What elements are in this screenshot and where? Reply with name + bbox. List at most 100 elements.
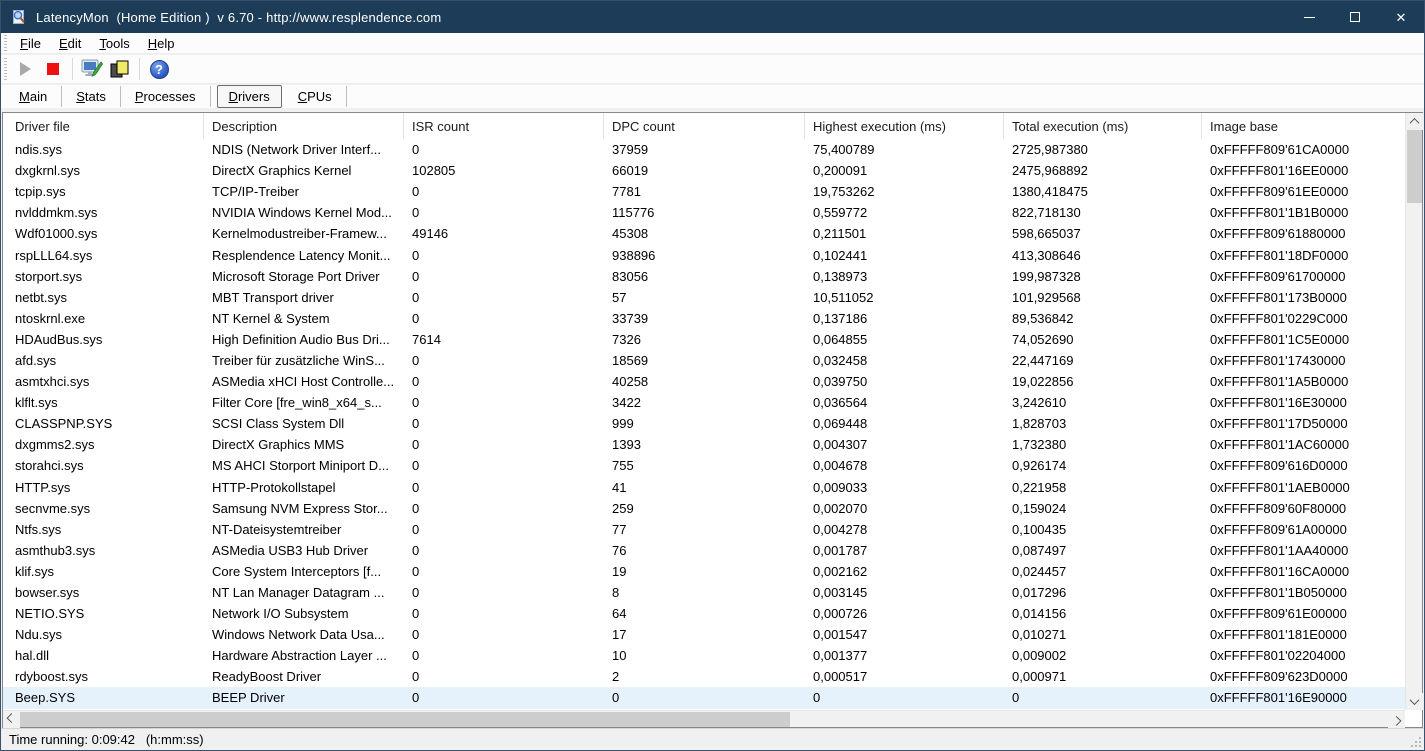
time-running-label: Time running: 0:09:42 (h:mm:ss) — [9, 732, 204, 747]
tab-separator — [61, 86, 63, 107]
table-row[interactable]: secnvme.sys Samsung NVM Express Stor... 0 2… — [3, 498, 1405, 519]
table-cell-total: 74,052690 — [1012, 331, 1074, 347]
table-row[interactable]: afd.sys Treiber für zusätzliche WinS... 0 1… — [3, 350, 1405, 371]
menu-edit[interactable]: Edit — [58, 35, 82, 51]
tab-drivers[interactable]: Drivers — [216, 85, 282, 108]
table-row[interactable]: Ndu.sys Windows Network Data Usa... 0 17 0,0… — [3, 624, 1405, 645]
scroll-left-button[interactable] — [3, 711, 20, 728]
table-cell-description: Windows Network Data Usa... — [212, 627, 385, 643]
table-cell-driver: dxgmms2.sys — [15, 437, 95, 453]
tab-cpus[interactable]: CPUs — [297, 89, 332, 104]
table-cell-image_base: 0xFFFFF801'0229C000 — [1210, 310, 1348, 326]
table-cell-total: 0,100435 — [1012, 521, 1067, 537]
table-row[interactable]: CLASSPNP.SYS SCSI Class System Dll 0 999 0,0… — [3, 413, 1405, 434]
tab-main[interactable]: Main — [19, 89, 48, 104]
column-header-image-base[interactable]: Image base — [1210, 118, 1278, 134]
column-header-highest-execution[interactable]: Highest execution (ms) — [805, 113, 1004, 139]
table-row[interactable]: asmthub3.sys ASMedia USB3 Hub Driver 0 76 0,… — [3, 540, 1405, 561]
tab-separator — [119, 86, 121, 107]
table-cell-highest: 0,001377 — [813, 648, 868, 664]
table-row[interactable]: asmtxhci.sys ASMedia xHCI Host Controlle.… — [3, 371, 1405, 392]
table-row[interactable]: tcpip.sys TCP/IP-Treiber 0 7781 19,753262 138… — [3, 181, 1405, 202]
close-button[interactable]: ✕ — [1378, 1, 1424, 33]
table-cell-dpc: 17 — [612, 627, 627, 643]
scroll-down-button[interactable] — [1406, 693, 1423, 710]
menu-tools[interactable]: Tools — [99, 35, 130, 51]
column-header-isr-count[interactable]: ISR count — [404, 113, 604, 139]
drivers-table: Driver file Description ISR count DPC co… — [2, 112, 1423, 728]
table-cell-description: Core System Interceptors [f... — [212, 563, 382, 579]
table-row[interactable]: netbt.sys MBT Transport driver 0 57 10,51105… — [3, 287, 1405, 308]
table-row[interactable]: rspLLL64.sys Resplendence Latency Monit..… — [3, 244, 1405, 265]
table-cell-image_base: 0xFFFFF801'16CA0000 — [1210, 563, 1350, 579]
maximize-button[interactable] — [1332, 1, 1378, 33]
table-row[interactable]: HTTP.sys HTTP-Protokollstapel 0 41 0,009033 0… — [3, 477, 1405, 498]
table-cell-driver: klflt.sys — [15, 395, 58, 411]
help-button[interactable]: ? — [145, 56, 173, 82]
resize-grip-icon[interactable] — [1409, 735, 1421, 747]
menu-help[interactable]: Help — [147, 35, 175, 51]
table-cell-image_base: 0xFFFFF801'16E30000 — [1210, 395, 1347, 411]
table-cell-total: 0,087497 — [1012, 542, 1067, 558]
play-button[interactable] — [11, 56, 39, 82]
options-button[interactable] — [78, 56, 106, 82]
table-row[interactable]: rdyboost.sys ReadyBoost Driver 0 2 0,000517 0… — [3, 666, 1405, 687]
scroll-right-button[interactable] — [1388, 711, 1405, 728]
table-cell-dpc: 7326 — [612, 331, 641, 347]
menubar-gripper[interactable] — [4, 35, 7, 51]
table-cell-highest: 0,069448 — [813, 416, 868, 432]
table-row[interactable]: dxgmms2.sys DirectX Graphics MMS 0 1393 0,00… — [3, 434, 1405, 455]
table-cell-isr: 0 — [412, 500, 420, 516]
table-cell-image_base: 0xFFFFF801'1C5E0000 — [1210, 331, 1350, 347]
table-row[interactable]: hal.dll Hardware Abstraction Layer ... 0 10… — [3, 645, 1405, 666]
vertical-scrollbar-thumb[interactable] — [1407, 130, 1422, 203]
column-header-description[interactable]: Description — [204, 113, 404, 139]
table-cell-image_base: 0xFFFFF801'1AC60000 — [1210, 437, 1350, 453]
title-bar: LatencyMon (Home Edition ) v 6.70 - http… — [1, 1, 1424, 33]
column-header-driver-file[interactable]: Driver file — [3, 113, 204, 139]
table-cell-isr: 0 — [412, 669, 420, 685]
vertical-scrollbar[interactable] — [1405, 113, 1423, 710]
menu-file[interactable]: File — [20, 35, 41, 51]
tab-processes[interactable]: Processes — [134, 89, 196, 104]
toolbar-gripper[interactable] — [4, 58, 7, 80]
column-header-total-execution[interactable]: Total execution (ms) — [1004, 113, 1202, 139]
app-icon — [13, 10, 25, 24]
scroll-up-button[interactable] — [1406, 113, 1423, 130]
minimize-button[interactable] — [1286, 1, 1332, 33]
table-cell-highest: 75,400789 — [813, 142, 875, 158]
table-cell-image_base: 0xFFFFF801'17D50000 — [1210, 416, 1348, 432]
table-cell-highest: 0 — [813, 690, 821, 706]
table-row[interactable]: storport.sys Microsoft Storage Port Drive… — [3, 266, 1405, 287]
column-header-dpc-count[interactable]: DPC count — [604, 113, 805, 139]
table-cell-total: 413,308646 — [1012, 247, 1081, 263]
stop-button[interactable] — [39, 56, 67, 82]
table-cell-image_base: 0xFFFFF809'623D0000 — [1210, 669, 1348, 685]
table-cell-description: BEEP Driver — [212, 690, 285, 706]
table-row[interactable]: ntoskrnl.exe NT Kernel & System 0 33739 0,13… — [3, 308, 1405, 329]
table-row[interactable]: HDAudBus.sys High Definition Audio Bus Dr… — [3, 329, 1405, 350]
horizontal-scrollbar-thumb[interactable] — [20, 712, 790, 727]
table-cell-driver: asmthub3.sys — [15, 542, 96, 558]
table-row[interactable]: Beep.SYS BEEP Driver 0 0 0 0 0xFFFFF801'16E900… — [3, 687, 1405, 709]
table-cell-dpc: 755 — [612, 458, 634, 474]
table-row[interactable]: klflt.sys Filter Core [fre_win8_x64_s... 0… — [3, 392, 1405, 413]
horizontal-scrollbar[interactable] — [3, 710, 1405, 728]
table-cell-isr: 0 — [412, 205, 420, 221]
table-row[interactable]: Wdf01000.sys Kernelmodustreiber-Framew...… — [3, 223, 1405, 244]
copy-report-button[interactable] — [106, 56, 134, 82]
table-cell-dpc: 66019 — [612, 163, 649, 179]
table-row[interactable]: nvlddmkm.sys NVIDIA Windows Kernel Mod...… — [3, 202, 1405, 223]
table-row[interactable]: klif.sys Core System Interceptors [f... 0 1… — [3, 561, 1405, 582]
table-row[interactable]: dxgkrnl.sys DirectX Graphics Kernel 102805… — [3, 160, 1405, 181]
table-row[interactable]: storahci.sys MS AHCI Storport Miniport D.… — [3, 455, 1405, 476]
table-cell-image_base: 0xFFFFF809'61700000 — [1210, 268, 1346, 284]
table-cell-description: ASMedia USB3 Hub Driver — [212, 542, 369, 558]
table-cell-highest: 0,009033 — [813, 479, 868, 495]
table-row[interactable]: NETIO.SYS Network I/O Subsystem 0 64 0,00072… — [3, 603, 1405, 624]
table-row[interactable]: Ntfs.sys NT-Dateisystemtreiber 0 77 0,004278… — [3, 519, 1405, 540]
table-cell-highest: 0,102441 — [813, 247, 868, 263]
tab-stats[interactable]: Stats — [76, 89, 106, 104]
table-row[interactable]: ndis.sys NDIS (Network Driver Interf... 0 3… — [3, 139, 1405, 160]
table-row[interactable]: bowser.sys NT Lan Manager Datagram ... 0 8 0… — [3, 582, 1405, 603]
